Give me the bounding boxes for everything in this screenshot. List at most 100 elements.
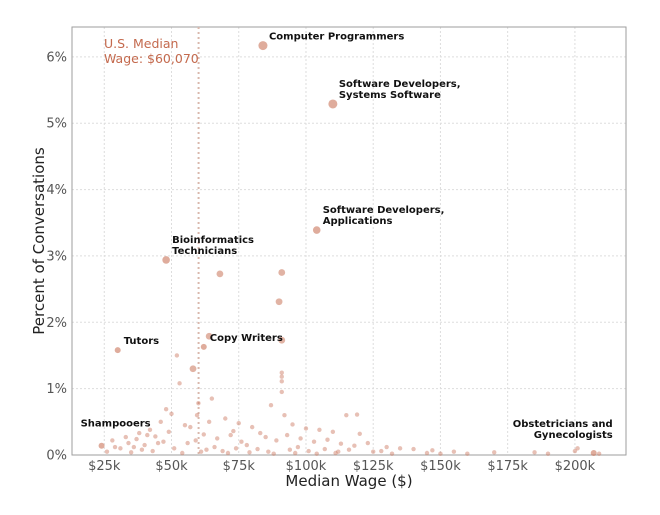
- y-tick-label: 2%: [46, 316, 67, 331]
- data-point: [128, 450, 134, 455]
- data-point: [295, 444, 301, 450]
- data-point: [198, 449, 204, 454]
- point-label: Systems Software: [339, 90, 441, 101]
- data-point: [279, 389, 284, 395]
- data-point: [118, 446, 123, 451]
- data-point: [194, 412, 200, 418]
- data-point: [314, 451, 319, 456]
- point-label: Tutors: [124, 336, 159, 347]
- data-point: [228, 432, 233, 438]
- data-point: [336, 449, 341, 454]
- data-point: [239, 439, 244, 444]
- data-point: [344, 412, 349, 418]
- data-point: [171, 446, 177, 451]
- point-label: Shampooers: [81, 419, 151, 430]
- data-point: [275, 298, 283, 306]
- data-point: [206, 419, 212, 425]
- data-point: [126, 440, 131, 446]
- data-point: [193, 438, 198, 443]
- data-point: [465, 451, 470, 456]
- data-point: [333, 450, 338, 456]
- point-label: Software Developers,: [323, 205, 445, 216]
- data-point: [303, 426, 309, 431]
- data-point: [110, 438, 115, 443]
- y-axis-title: Percent of Conversations: [30, 147, 48, 335]
- labeled-data-point: [258, 41, 268, 51]
- data-points: [98, 41, 602, 457]
- data-point: [338, 441, 344, 446]
- data-point: [216, 270, 224, 278]
- x-axis-ticks: $25k $50k $75k $100k $125k $150k $175k $200k: [88, 459, 596, 474]
- data-point: [492, 450, 497, 455]
- data-point: [158, 419, 163, 425]
- x-tick-label: $100k: [286, 459, 327, 474]
- data-point: [371, 449, 376, 454]
- data-point: [231, 428, 236, 434]
- data-point: [249, 424, 255, 430]
- data-point: [139, 447, 145, 452]
- data-point: [131, 444, 137, 450]
- data-point: [365, 440, 371, 446]
- data-point: [185, 440, 190, 446]
- point-label: Copy Writers: [210, 333, 283, 344]
- x-tick-label: $200k: [555, 459, 596, 474]
- data-point: [411, 446, 416, 452]
- data-point: [220, 448, 225, 454]
- median-wage-label-line1: U.S. Median: [104, 36, 178, 51]
- data-point: [438, 451, 443, 456]
- data-point: [290, 422, 295, 427]
- x-tick-label: $50k: [155, 459, 188, 474]
- labeled-data-point: [328, 99, 338, 109]
- data-point: [188, 424, 193, 430]
- point-label: Computer Programmers: [269, 32, 404, 43]
- y-tick-label: 4%: [46, 183, 67, 198]
- data-point: [223, 416, 228, 421]
- data-point: [325, 437, 330, 442]
- data-point: [145, 432, 150, 438]
- data-point: [169, 411, 174, 417]
- data-point: [236, 420, 241, 426]
- data-point: [189, 365, 197, 373]
- data-point: [112, 444, 118, 450]
- labeled-data-point: [200, 343, 207, 350]
- data-point: [384, 444, 389, 450]
- data-point: [330, 429, 336, 434]
- data-point: [150, 448, 155, 454]
- data-point: [311, 439, 317, 444]
- data-point: [575, 446, 580, 451]
- data-point: [572, 448, 578, 454]
- point-labels: Computer Programmers Software Developers,…: [81, 32, 613, 441]
- data-point: [532, 450, 537, 455]
- data-point: [134, 436, 139, 442]
- data-point: [163, 407, 169, 412]
- y-tick-label: 6%: [46, 50, 67, 65]
- data-point: [271, 451, 276, 456]
- data-point: [354, 412, 360, 417]
- data-point: [123, 434, 128, 440]
- data-point: [357, 431, 362, 436]
- labeled-data-point: [162, 256, 170, 264]
- labeled-data-point: [590, 450, 597, 457]
- data-point: [346, 447, 352, 452]
- data-point: [279, 370, 284, 375]
- labeled-data-point: [114, 347, 121, 354]
- x-tick-label: $125k: [353, 459, 394, 474]
- data-point: [279, 379, 284, 384]
- data-point: [287, 447, 293, 452]
- data-point: [177, 381, 182, 386]
- data-point: [263, 434, 268, 440]
- data-point: [104, 449, 110, 454]
- data-point: [182, 422, 188, 428]
- data-point: [244, 442, 250, 448]
- y-tick-label: 1%: [46, 382, 67, 397]
- y-tick-label: 3%: [46, 249, 67, 264]
- point-label: Technicians: [172, 246, 237, 257]
- data-point: [545, 451, 551, 456]
- data-point: [451, 449, 457, 454]
- point-label: Gynecologists: [534, 430, 613, 441]
- point-label: Bioinformatics: [172, 235, 254, 246]
- data-point: [205, 332, 213, 340]
- data-point: [397, 446, 403, 451]
- data-point: [379, 448, 384, 454]
